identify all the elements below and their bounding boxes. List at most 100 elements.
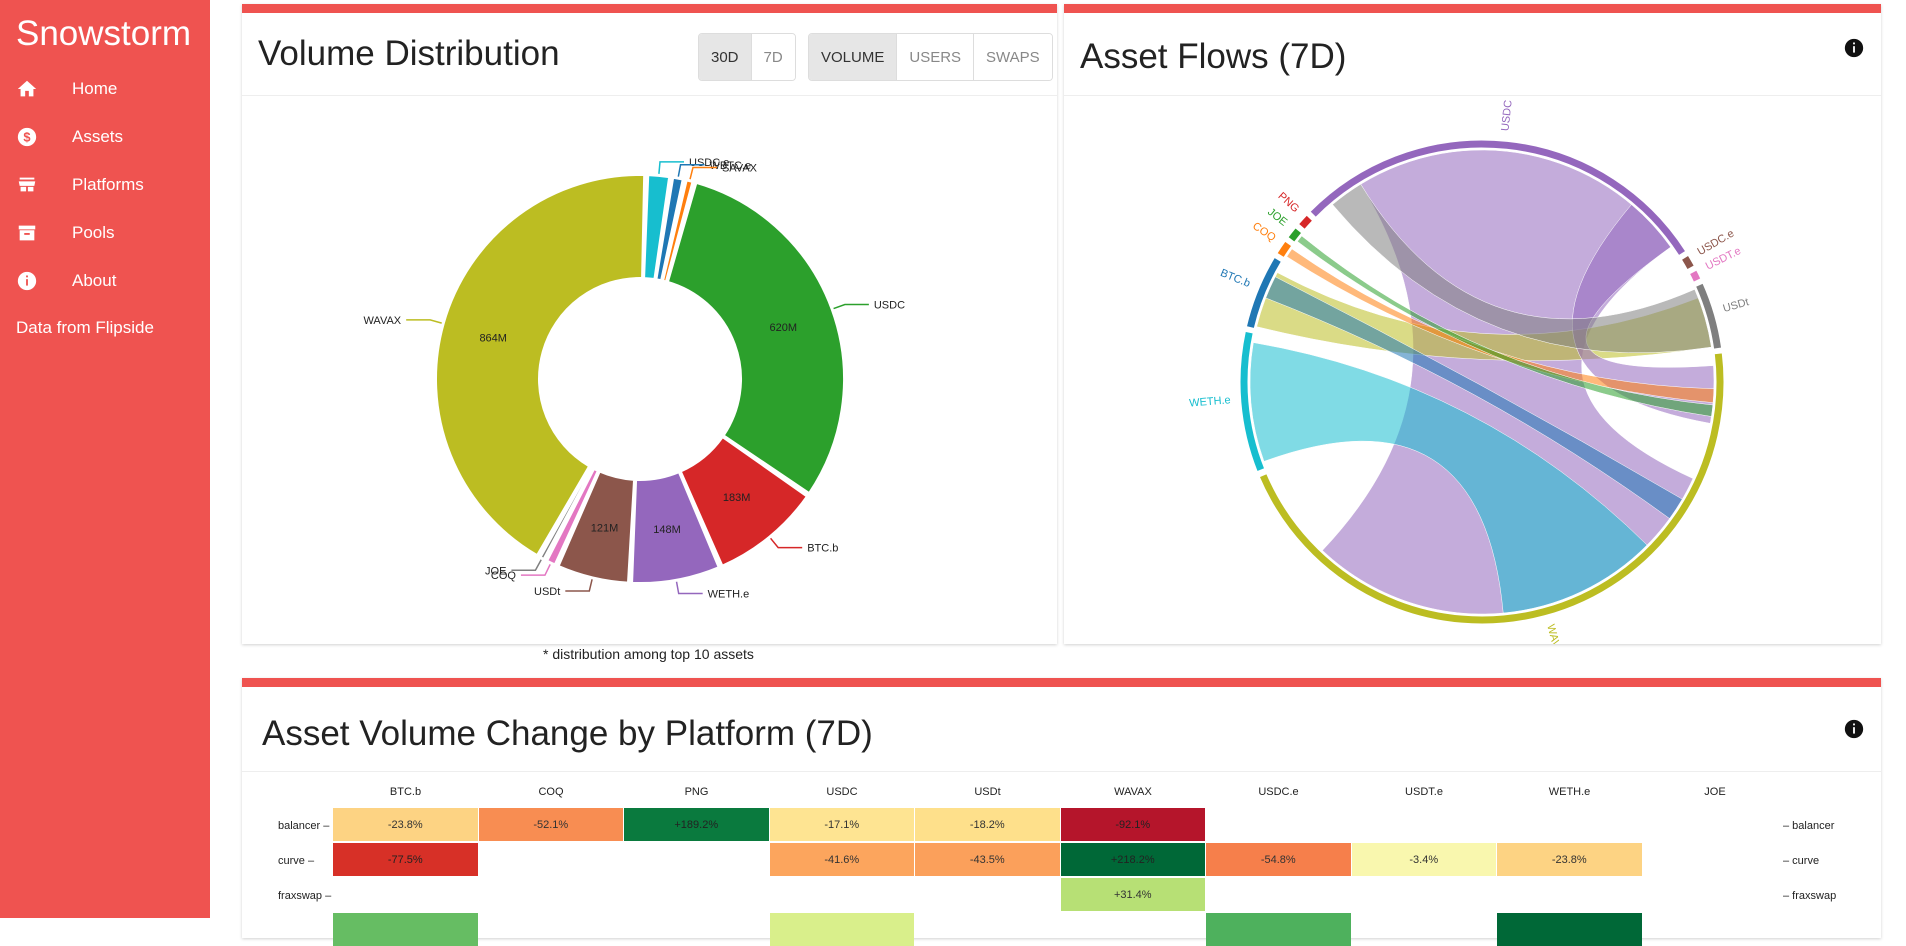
heatmap-cell[interactable]: -18.2%: [915, 808, 1060, 841]
donut-slice-usdt[interactable]: [557, 470, 636, 584]
volume-distribution-card: Volume Distribution 30D 7D VOLUME USERS …: [242, 4, 1057, 644]
chord-label-joe: JOE: [1265, 206, 1289, 229]
nav-label-assets: Assets: [72, 127, 124, 146]
dollar-icon: $: [16, 126, 38, 148]
heatmap-row-label-right: – fraxswap: [1783, 890, 1837, 902]
donut-category-label: USDC: [874, 299, 905, 311]
chord-arc-weth-e[interactable]: [1239, 330, 1266, 473]
donut-slice-savax[interactable]: [661, 179, 694, 283]
range-30d-button[interactable]: 30D: [699, 34, 751, 80]
chord-label-coq: COQ: [1250, 220, 1278, 244]
chord-ribbon-coq-wavax[interactable]: [1286, 248, 1715, 403]
metric-swaps-button[interactable]: SWAPS: [973, 34, 1052, 80]
donut-category-label: SAVAX: [722, 163, 758, 175]
data-source-note: Data from Flipside: [16, 318, 154, 337]
donut-leader-line: [520, 564, 551, 576]
donut-slice-usdc-e[interactable]: [643, 174, 671, 281]
chord-ribbon-usdt-usdc[interactable]: [1332, 183, 1712, 354]
svg-text:$: $: [23, 130, 30, 145]
heatmap-cell[interactable]: -17.1%: [769, 808, 914, 841]
donut-slice-usdc[interactable]: [666, 181, 845, 495]
donut-value-label: 864M: [479, 333, 507, 345]
metric-users-button[interactable]: USERS: [896, 34, 974, 80]
heatmap-row-label-right: – balancer: [1783, 820, 1835, 832]
donut-slice-joe[interactable]: [539, 465, 594, 561]
heatmap-cell[interactable]: -23.8%: [1497, 843, 1642, 876]
chord-label-usdc: USDC: [1499, 99, 1514, 131]
heatmap-row-label-right: – curve: [1783, 855, 1820, 867]
donut-slice-weth-e[interactable]: [631, 470, 720, 584]
nav-label-home: Home: [72, 79, 118, 98]
heatmap-row-label: curve –: [278, 855, 315, 867]
donut-slice-wavax[interactable]: [435, 174, 646, 557]
heatmap-column-label: USDC.e: [1258, 786, 1299, 798]
range-7d-button[interactable]: 7D: [750, 34, 795, 80]
chord-arc-usdc[interactable]: [1309, 139, 1687, 257]
heatmap-cell[interactable]: -41.6%: [769, 843, 914, 876]
nav-label-about: About: [72, 271, 117, 290]
donut-value-label: 121M: [591, 522, 619, 534]
chord-arc-usdt-e[interactable]: [1688, 269, 1702, 283]
heatmap-cell[interactable]: +189.2%: [624, 808, 769, 841]
heatmap-column-label: USDT.e: [1405, 786, 1443, 798]
heatmap-cell[interactable]: -43.5%: [915, 843, 1060, 876]
metric-volume-button[interactable]: VOLUME: [809, 34, 897, 80]
heatmap-cell[interactable]: -54.8%: [1206, 843, 1351, 876]
chord-arc-btc-b[interactable]: [1245, 256, 1283, 330]
info-icon[interactable]: [1843, 718, 1865, 740]
sidebar: Snowstorm Home $ Assets Platforms Pools …: [0, 0, 210, 918]
heatmap-column-label: USDt: [974, 786, 1001, 798]
heatmap-column-label: COQ: [538, 786, 564, 798]
brand-title[interactable]: Snowstorm: [16, 14, 192, 53]
heatmap-cell[interactable]: -23.8%: [333, 808, 478, 841]
donut-slice-btc-b[interactable]: [679, 435, 809, 567]
nav-item-pools[interactable]: Pools: [16, 218, 115, 248]
donut-category-label: WBTC.e: [710, 160, 752, 172]
chord-arc-usdc-e[interactable]: [1680, 254, 1695, 271]
nav-item-home[interactable]: Home: [16, 74, 117, 104]
chord-arc-coq[interactable]: [1276, 240, 1293, 259]
chord-label-usdt: USDt: [1722, 296, 1751, 315]
chord-ribbon-joe-wavax[interactable]: [1297, 235, 1714, 417]
heatmap-cell[interactable]: -77.5%: [333, 843, 478, 876]
heatmap-cell[interactable]: -3.4%: [1351, 843, 1496, 876]
nav-item-assets[interactable]: $ Assets: [16, 122, 123, 152]
donut-value-label: 183M: [723, 492, 751, 504]
nav-item-about[interactable]: About: [16, 266, 116, 296]
donut-slice-wbtc-e[interactable]: [655, 176, 684, 282]
donut-category-label: USDt: [534, 586, 560, 598]
chord-ribbon-wethe-wavax[interactable]: [1249, 342, 1648, 614]
donut-leader-line: [675, 581, 703, 595]
store-icon: [16, 174, 38, 196]
distribution-footnote: * distribution among top 10 assets: [543, 646, 754, 662]
heatmap-cell[interactable]: -92.1%: [1060, 808, 1205, 841]
metric-toggle: VOLUME USERS SWAPS: [808, 33, 1053, 81]
donut-leader-line: [511, 559, 542, 572]
chord-arc-png[interactable]: [1297, 214, 1314, 231]
donut-leader-line: [689, 166, 717, 180]
asset-flows-title: Asset Flows (7D): [1080, 37, 1347, 76]
chord-label-weth-e: WETH.e: [1189, 394, 1231, 409]
heatmap-column-label: WAVAX: [1114, 786, 1152, 798]
donut-category-label: BTC.b: [807, 543, 838, 555]
volume-donut-chart: 620M USDC 183M BTC.b 148M WETH.e 121M USDt COQJO…: [363, 157, 905, 601]
heatmap-column-label: BTC.b: [389, 786, 422, 798]
nav-item-platforms[interactable]: Platforms: [16, 170, 144, 200]
heatmap-cell[interactable]: +218.2%: [1060, 843, 1205, 876]
donut-category-label: WAVAX: [363, 315, 401, 327]
chord-arc-usdt[interactable]: [1694, 282, 1723, 350]
chord-label-btc-b: BTC.b: [1218, 267, 1251, 290]
heatmap-column-label: USDC: [826, 786, 858, 798]
chord-label-wavax: WAVAX: [1544, 623, 1566, 644]
donut-slice-coq[interactable]: [545, 467, 600, 566]
donut-leader-line: [677, 164, 705, 177]
heatmap-cell[interactable]: +31.4%: [1060, 878, 1205, 911]
heatmap-cell[interactable]: -52.1%: [478, 808, 623, 841]
heatmap-row-label: fraxswap –: [278, 890, 332, 902]
chord-arc-joe[interactable]: [1287, 227, 1303, 243]
donut-leader-line: [565, 579, 593, 592]
info-icon[interactable]: [1843, 37, 1865, 59]
chord-arc-wavax[interactable]: [1258, 352, 1725, 625]
donut-leader-line: [833, 303, 869, 310]
chord-ribbon-wavax-btcb[interactable]: [1265, 276, 1683, 519]
